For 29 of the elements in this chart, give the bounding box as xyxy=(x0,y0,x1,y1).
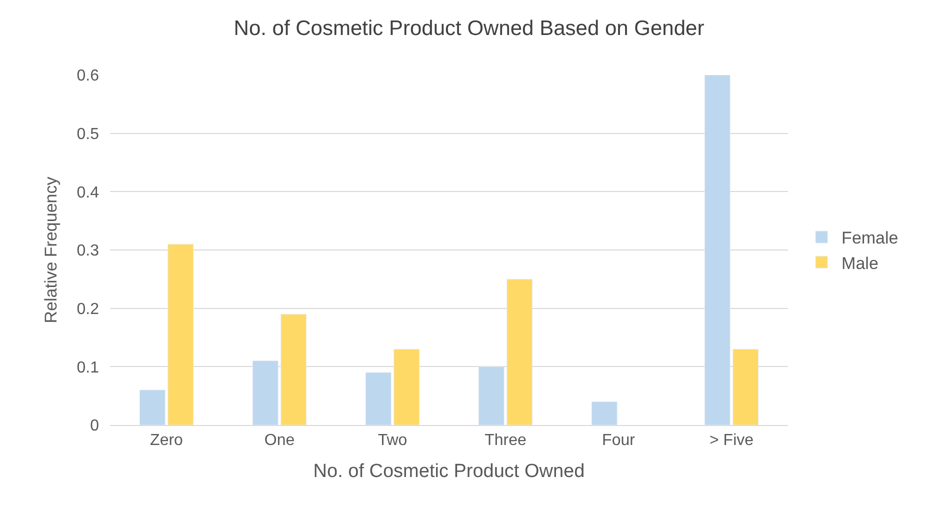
legend-label: Female xyxy=(842,228,898,248)
x-tick-label: Zero xyxy=(150,432,184,450)
bar xyxy=(252,360,278,425)
x-tick-label: Two xyxy=(378,432,408,450)
bar xyxy=(280,314,307,425)
y-tick-label: 0.1 xyxy=(76,359,100,376)
y-tick-label: 0.4 xyxy=(76,184,100,202)
x-tick-label: Three xyxy=(484,432,526,450)
y-tick-label: 0.3 xyxy=(76,242,100,260)
chart-title: No. of Cosmetic Product Owned Based on Gender xyxy=(234,17,704,40)
bar xyxy=(732,348,759,425)
y-tick-label: 0.5 xyxy=(76,126,100,143)
bar xyxy=(506,278,533,425)
y-tick-label: 0.2 xyxy=(76,300,100,318)
bar xyxy=(365,372,392,425)
y-tick-label: 0 xyxy=(90,418,100,435)
y-axis-title: Relative Frequency xyxy=(41,176,60,324)
y-tick-label: 0.6 xyxy=(76,68,100,85)
bar xyxy=(704,75,730,425)
x-tick-label: > Five xyxy=(709,432,754,450)
bar xyxy=(139,390,166,425)
bar xyxy=(394,348,420,425)
bar xyxy=(168,244,194,425)
bar xyxy=(591,401,618,425)
x-tick-label: Four xyxy=(602,432,636,450)
bar xyxy=(478,366,504,425)
x-tick-label: One xyxy=(264,432,295,450)
x-axis-title: No. of Cosmetic Product Owned xyxy=(313,461,585,482)
legend-label: Male xyxy=(842,254,878,273)
